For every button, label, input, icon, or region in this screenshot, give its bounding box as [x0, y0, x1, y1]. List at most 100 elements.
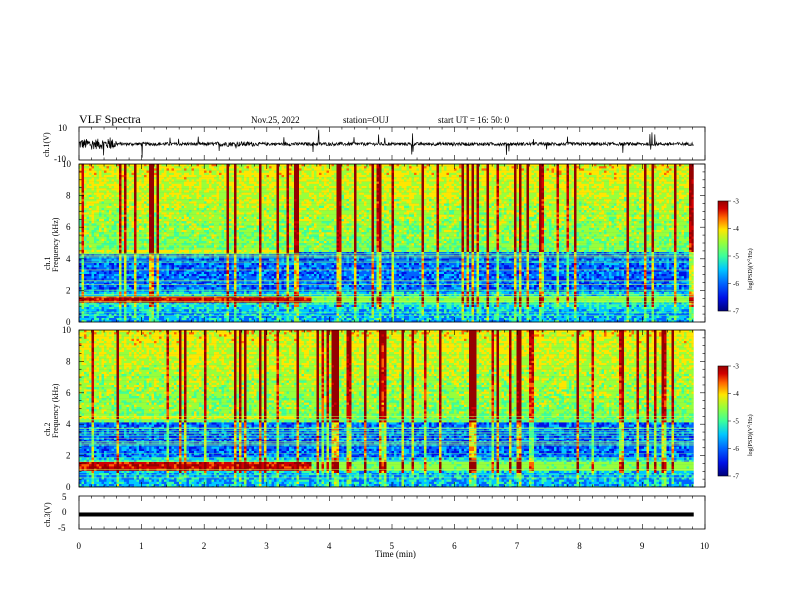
spectrogram-cell [176, 219, 180, 222]
spectrogram-cell [86, 291, 90, 294]
spectrogram-cell [104, 285, 107, 288]
spectrogram-cell [144, 260, 147, 264]
spectrogram-cell [109, 309, 112, 312]
spectrogram-cell [171, 263, 175, 266]
spectrogram-cell [164, 318, 167, 321]
spectrogram-cell [129, 278, 132, 281]
spectrogram-cell [179, 313, 182, 316]
spectrogram-cell [129, 208, 132, 211]
spectrogram-cell [154, 315, 157, 319]
spectrogram-cell [161, 175, 165, 178]
spectrogram-cell [241, 214, 245, 217]
spectrogram-cell [131, 318, 135, 321]
spectrogram-cell [219, 166, 222, 169]
spectrogram-cell [219, 258, 222, 261]
spectrogram-cell [154, 216, 157, 220]
spectrogram-cell [79, 287, 82, 290]
spectrogram-cell [104, 201, 107, 204]
spectrogram-cell [219, 205, 222, 209]
spectrogram-cell [124, 280, 127, 283]
spectrogram-cell [239, 267, 242, 270]
spectrogram-cell [176, 271, 180, 275]
spectrogram-cell [89, 201, 92, 204]
spectrogram-cell [184, 247, 187, 250]
spectrogram-cell [101, 291, 105, 294]
spectrogram-cell [219, 285, 222, 288]
spectrogram-cell [139, 212, 142, 215]
spectrogram-cell [201, 192, 205, 195]
spectrogram-cell [131, 175, 135, 178]
spectrogram-cell [111, 320, 115, 323]
spectrogram-cell [194, 179, 197, 182]
spectrogram-cell [179, 263, 182, 266]
spectrogram-cell [236, 201, 240, 204]
spectrogram-cell [179, 164, 182, 167]
spectrogram-cell [91, 304, 95, 308]
spectrogram-cell [171, 276, 175, 279]
spectrogram-cell [141, 258, 145, 261]
spectrogram-cell [119, 210, 122, 213]
spectrogram-cell [171, 291, 175, 294]
spectrogram-cell [216, 247, 220, 250]
spectrogram-cell [136, 208, 140, 211]
spectrogram-cell [221, 168, 225, 171]
spectrogram-cell [111, 302, 115, 305]
spectrogram-cell [236, 274, 240, 277]
spectrogram-cell [221, 197, 225, 200]
spectrogram-cell [99, 230, 102, 233]
spectrogram-cell [151, 175, 155, 178]
spectrogram-cell [196, 221, 200, 224]
spectrogram-cell [101, 298, 105, 301]
spectrogram-cell [136, 293, 140, 297]
spectrogram-cell [99, 212, 102, 215]
spectrogram-cell [199, 243, 202, 246]
spectrogram-cell [96, 199, 100, 202]
spectrogram-cell [94, 188, 97, 191]
spectrogram-cell [124, 236, 127, 239]
spectrogram-cell [211, 318, 215, 321]
spectrogram-cell [121, 232, 125, 235]
spectrogram-cell [114, 190, 117, 193]
spectrogram-cell [141, 241, 145, 244]
spectrogram-cell [124, 221, 127, 224]
spectrogram-cell [206, 181, 210, 184]
spectrogram-cell [174, 208, 177, 211]
spectrogram-cell [121, 291, 125, 294]
spectrogram-cell [236, 219, 240, 222]
spectrogram-cell [94, 166, 97, 169]
spectrogram-cell [126, 212, 130, 215]
spectrogram-cell [149, 274, 152, 277]
spectrogram-cell [109, 175, 112, 178]
spectrogram-cell [194, 318, 197, 321]
spectrogram-cell [164, 238, 167, 242]
spectrogram-cell [86, 183, 90, 187]
spectrogram-cell [201, 243, 205, 246]
spectrogram-cell [164, 274, 167, 277]
spectrogram-cell [179, 245, 182, 248]
spectrogram-cell [234, 232, 237, 235]
spectrogram-cell [186, 225, 190, 228]
spectrogram-cell [231, 210, 235, 213]
spectrogram-cell [109, 245, 112, 248]
spectrogram-cell [206, 278, 210, 281]
spectrogram-cell [99, 278, 102, 281]
spectrogram-cell [231, 243, 235, 246]
spectrogram-cell [149, 247, 152, 250]
spectrogram-cell [119, 260, 122, 264]
spectrogram-cell [239, 188, 242, 191]
spectrogram-cell [199, 194, 202, 198]
spectrogram-cell [224, 219, 227, 222]
spectrogram-cell [106, 214, 110, 217]
spectrogram-cell [124, 304, 127, 308]
spectrogram-cell [221, 238, 225, 242]
spectrogram-cell [246, 245, 250, 248]
spectrogram-cell [111, 230, 115, 233]
spectrogram-cell [209, 170, 212, 173]
spectrogram-cell [134, 219, 137, 222]
spectrogram-cell [226, 208, 230, 211]
spectrogram-cell [161, 192, 165, 195]
spectrogram-cell [111, 172, 115, 176]
spectrogram-cell [176, 304, 180, 308]
spectrogram-cell [179, 210, 182, 213]
spectrogram-cell [184, 238, 187, 242]
